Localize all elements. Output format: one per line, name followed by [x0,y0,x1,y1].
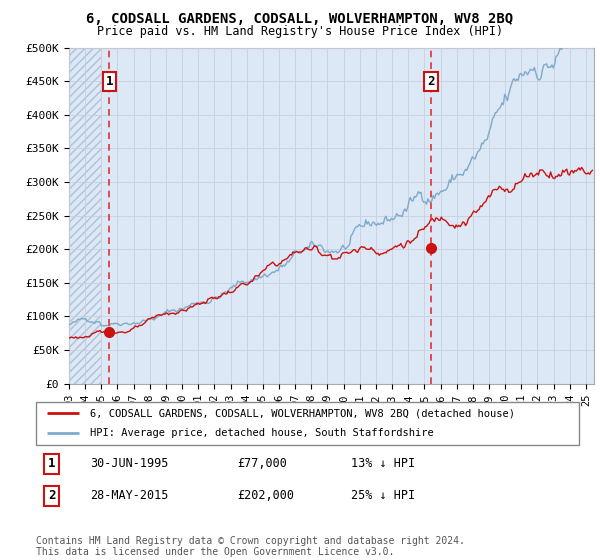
Text: 2: 2 [427,74,435,88]
Text: HPI: Average price, detached house, South Staffordshire: HPI: Average price, detached house, Sout… [91,428,434,438]
Text: Price paid vs. HM Land Registry's House Price Index (HPI): Price paid vs. HM Land Registry's House … [97,25,503,38]
FancyBboxPatch shape [36,402,579,445]
Text: 1: 1 [106,74,113,88]
Text: 2: 2 [48,489,55,502]
Text: 30-JUN-1995: 30-JUN-1995 [91,457,169,470]
Text: 1: 1 [48,457,55,470]
Text: 25% ↓ HPI: 25% ↓ HPI [351,489,415,502]
Text: 28-MAY-2015: 28-MAY-2015 [91,489,169,502]
Bar [69,48,101,384]
Text: Contains HM Land Registry data © Crown copyright and database right 2024.
This d: Contains HM Land Registry data © Crown c… [36,535,465,557]
Text: £77,000: £77,000 [237,457,287,470]
Text: 13% ↓ HPI: 13% ↓ HPI [351,457,415,470]
Text: 6, CODSALL GARDENS, CODSALL, WOLVERHAMPTON, WV8 2BQ: 6, CODSALL GARDENS, CODSALL, WOLVERHAMPT… [86,12,514,26]
Text: £202,000: £202,000 [237,489,294,502]
Text: 6, CODSALL GARDENS, CODSALL, WOLVERHAMPTON, WV8 2BQ (detached house): 6, CODSALL GARDENS, CODSALL, WOLVERHAMPT… [91,408,515,418]
